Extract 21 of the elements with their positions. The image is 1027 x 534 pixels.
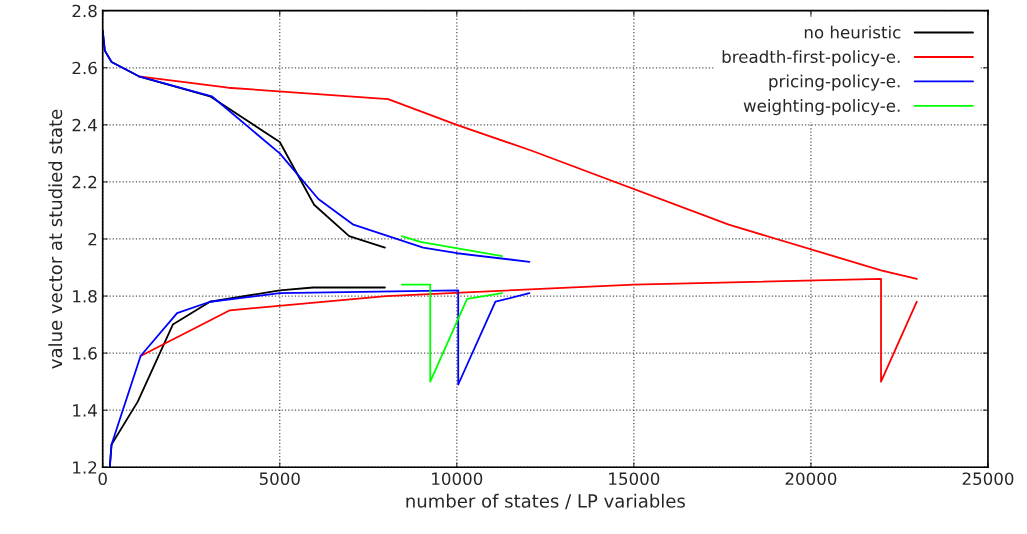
x-tick-label: 25000 [962,472,1014,486]
y-tick-label: 1.2 [73,461,97,474]
legend-label: no heuristic [804,25,901,39]
y-tick-label: 2.8 [72,4,97,18]
y-tick-label: 1.4 [73,404,97,417]
y-tick-label: 2.6 [72,61,97,75]
x-tick-label: 5000 [259,472,300,486]
legend-label: weighting-policy-e. [743,99,900,116]
x-axis-title: number of states / LP variables [406,493,685,510]
y-tick-label: 2.4 [72,118,97,132]
x-tick-label: 15000 [609,472,660,486]
y-tick-label: 2.2 [72,175,97,189]
x-tick-label: 20000 [785,472,837,486]
x-tick-label: 0 [98,472,107,486]
y-tick-label: 1.6 [73,347,97,360]
legend-label: pricing-policy-e. [769,74,900,91]
y-axis-title: value vector at studied state [48,109,63,369]
y-tick-label: 1.8 [73,290,97,303]
y-tick-label: 2 [88,232,97,246]
x-tick-label: 10000 [432,472,483,486]
legend-label: breadth-first-policy-e. [722,50,900,67]
